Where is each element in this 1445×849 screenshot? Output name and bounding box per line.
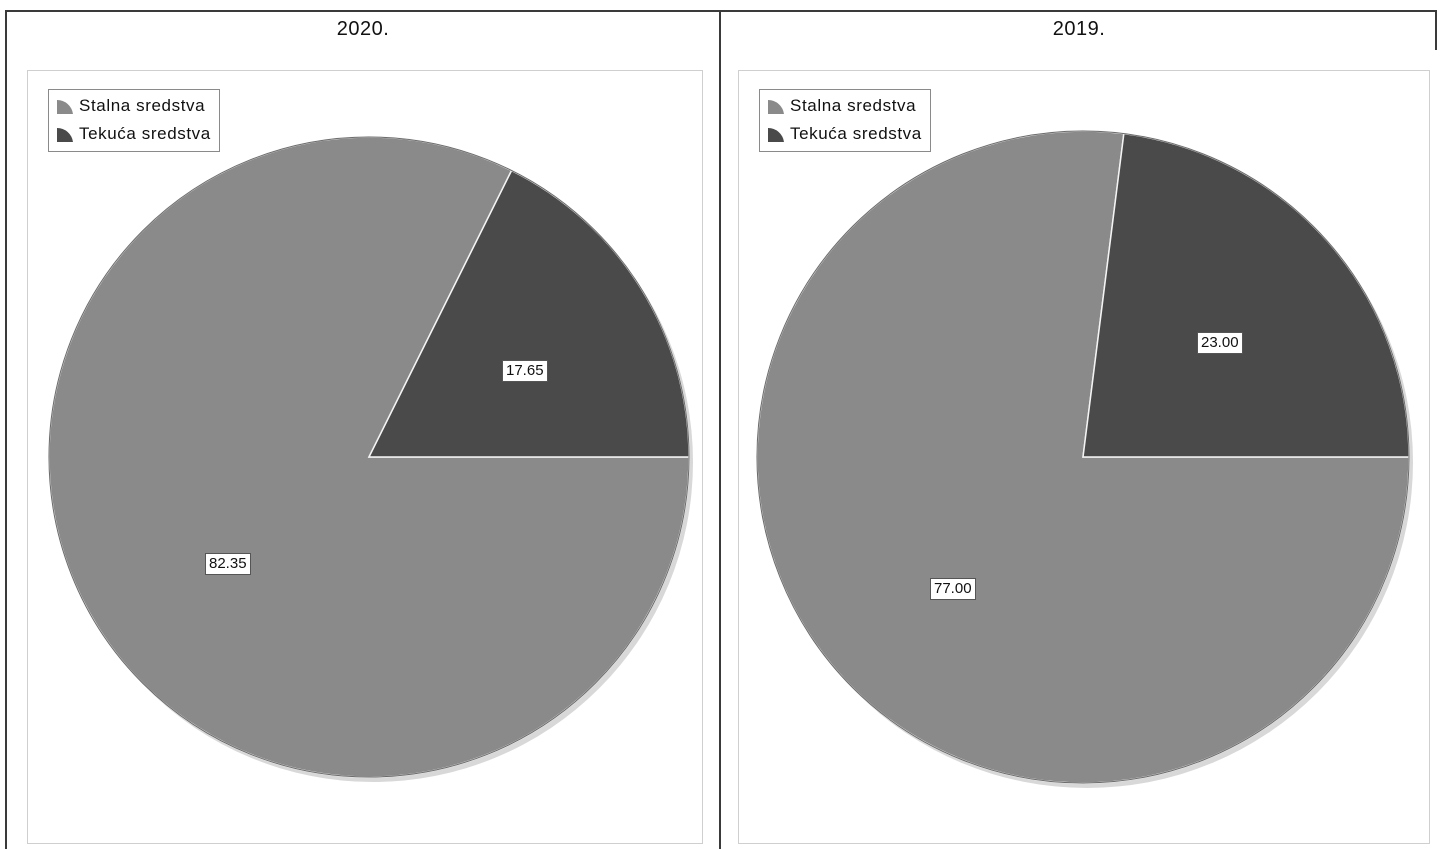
pie-slice-tekuca-sredstva: [1082, 132, 1410, 458]
data-label: 82.35: [205, 553, 251, 575]
data-label: 77.00: [930, 578, 976, 600]
legend-label: Tekuća sredstva: [790, 124, 922, 143]
pie-chart: [48, 136, 693, 782]
chart-title: 2019.: [1052, 18, 1106, 40]
pie-outline: [48, 136, 690, 778]
chart-panel-2019: 2019. Stalna sredstva Tekuća sredstva 77…: [721, 10, 1437, 849]
pie-outline: [756, 130, 1410, 784]
legend-item: Stalna sredstva: [57, 92, 211, 120]
legend-label: Stalna sredstva: [79, 96, 206, 115]
legend-swatch-icon: [57, 99, 73, 114]
legend-swatch-icon: [768, 99, 784, 114]
legend-swatch-icon: [57, 127, 73, 142]
pie-chart: [756, 130, 1413, 788]
chart-area: Stalna sredstva Tekuća sredstva 77.00 23…: [738, 70, 1430, 844]
chart-panel-2020: 2020. Stalna sredstva Tekuća sredstva 82…: [5, 10, 721, 849]
data-label: 23.00: [1197, 332, 1243, 354]
chart-area: Stalna sredstva Tekuća sredstva 82.35 17…: [27, 70, 703, 844]
legend-label: Tekuća sredstva: [79, 124, 211, 143]
legend: Stalna sredstva Tekuća sredstva: [759, 89, 931, 152]
legend-label: Stalna sredstva: [790, 96, 917, 115]
legend-swatch-icon: [768, 127, 784, 142]
legend-item: Tekuća sredstva: [57, 120, 211, 148]
chart-title: 2020.: [336, 18, 390, 40]
legend: Stalna sredstva Tekuća sredstva: [48, 89, 220, 152]
legend-item: Tekuća sredstva: [768, 120, 922, 148]
data-label: 17.65: [502, 360, 548, 382]
legend-item: Stalna sredstva: [768, 92, 922, 120]
